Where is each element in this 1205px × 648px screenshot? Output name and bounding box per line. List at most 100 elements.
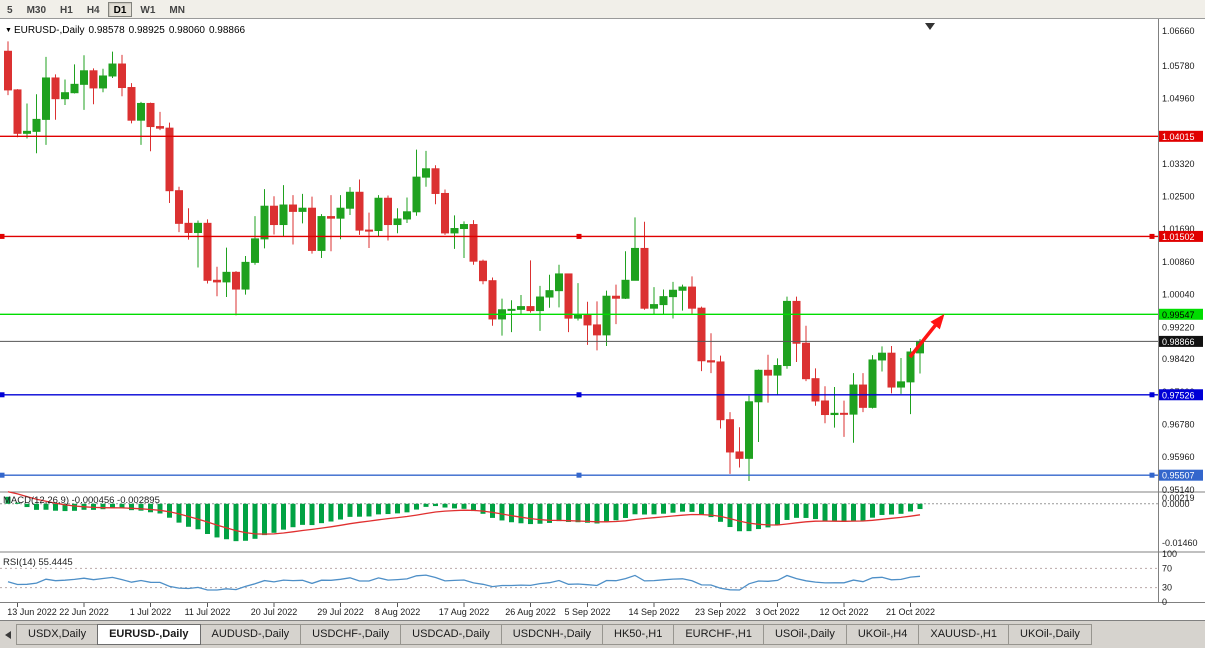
candle-body xyxy=(260,205,269,240)
price-axis-label: 1.06660 xyxy=(1162,26,1195,36)
time-axis[interactable]: 13 Jun 2022 22 Jun 2022 1 Jul 2022 11 Jul 2… xyxy=(7,603,935,617)
symbol-tabbar-tabs: USDX,Daily EURUSD-,Daily AUDUSD-,Daily USDC… xyxy=(16,624,1092,645)
tab-usdchf-daily[interactable]: USDCHF-,Daily xyxy=(300,624,402,645)
tab-scroll-left-icon[interactable] xyxy=(5,631,11,639)
line-handle[interactable] xyxy=(576,472,582,478)
candle-body xyxy=(308,207,316,251)
tab-eurusd-daily[interactable]: EURUSD-,Daily xyxy=(97,624,201,645)
tab-ukoil-daily[interactable]: UKOil-,Daily xyxy=(1008,624,1092,645)
candle-body xyxy=(374,197,383,232)
chart-window[interactable]: ▼ EURUSD-,Daily 0.98578 0.98925 0.98060 0.988… xyxy=(0,19,1205,620)
annotation-arrow[interactable] xyxy=(908,313,945,359)
timeframe-button-d1[interactable]: D1 xyxy=(107,1,133,17)
macd-label: MACD(12,26,9) -0.000456 -0.002895 xyxy=(3,495,160,506)
tab-usoil-daily[interactable]: USOil-,Daily xyxy=(762,624,847,645)
line-handle[interactable] xyxy=(0,472,5,478)
rsi-axis-label: 30 xyxy=(1162,583,1172,593)
candle-body xyxy=(878,352,886,361)
line-handle[interactable] xyxy=(576,392,582,398)
tab-usdx-daily[interactable]: USDX,Daily xyxy=(16,624,99,645)
tab-xauusd-h1[interactable]: XAUUSD-,H1 xyxy=(918,624,1009,645)
candle-body xyxy=(716,361,725,421)
price-axis-label: 0.95960 xyxy=(1162,452,1195,462)
date-label: 1 Jul 2022 xyxy=(130,607,172,617)
date-label: 8 Aug 2022 xyxy=(375,607,421,617)
svg-text:0.98866: 0.98866 xyxy=(1162,337,1195,347)
tab-audusd-daily[interactable]: AUDUSD-,Daily xyxy=(199,624,302,645)
price-axis-label: 0.96780 xyxy=(1162,419,1195,429)
candle-body xyxy=(593,324,601,336)
candle-body xyxy=(403,211,411,220)
ohlc-low: 0.98060 xyxy=(168,25,205,36)
candle-body xyxy=(355,191,364,231)
candle-body xyxy=(887,352,896,388)
timeframe-button-mn[interactable]: MN xyxy=(169,4,185,16)
tab-ukoil-h4[interactable]: UKOil-,H4 xyxy=(845,624,920,645)
tab-eurchf-h1[interactable]: EURCHF-,H1 xyxy=(673,624,764,645)
price-axis-label: 0.98420 xyxy=(1162,354,1195,364)
chart-title: ▼ EURUSD-,Daily 0.98578 0.98925 0.98060 0.988… xyxy=(5,25,245,36)
candle-body xyxy=(317,216,326,251)
date-label: 5 Sep 2022 xyxy=(564,607,610,617)
candle-body xyxy=(650,304,658,309)
candle-body xyxy=(830,412,839,416)
line-handle[interactable] xyxy=(1149,233,1155,239)
candle-body xyxy=(621,279,630,299)
price-badge: 1.04015 xyxy=(1159,130,1203,142)
timeframe-button-h1[interactable]: H1 xyxy=(60,4,73,16)
timeframe-toolbar: 5 M30 H1 H4 D1 W1 MN xyxy=(0,0,1205,19)
candle-body xyxy=(574,314,582,319)
tab-usdcnh-daily[interactable]: USDCNH-,Daily xyxy=(500,624,604,645)
tab-usdcad-daily[interactable]: USDCAD-,Daily xyxy=(400,624,502,645)
candle-body xyxy=(194,222,202,234)
candle-body xyxy=(422,168,430,178)
candle-body xyxy=(479,260,487,282)
candle-body xyxy=(175,190,183,224)
price-axis-label: 1.00040 xyxy=(1162,290,1195,300)
timeframe-button-5[interactable]: 5 xyxy=(7,4,13,16)
timeframe-button-w1[interactable]: W1 xyxy=(140,4,156,16)
price-axis-label: 1.01690 xyxy=(1162,224,1195,234)
chart-symbol-period: EURUSD-,Daily xyxy=(13,25,85,36)
candle-body xyxy=(365,229,373,232)
candlestick-series xyxy=(4,41,924,482)
date-label: 11 Jul 2022 xyxy=(185,607,231,617)
candle-body xyxy=(156,126,164,129)
line-handle[interactable] xyxy=(0,233,5,239)
price-axis-label: 1.02500 xyxy=(1162,192,1195,202)
candle-body xyxy=(488,280,497,320)
svg-text:0.97526: 0.97526 xyxy=(1162,390,1195,400)
candle-body xyxy=(441,192,449,234)
timeframe-button-h4[interactable]: H4 xyxy=(86,4,100,16)
chart-canvas[interactable]: 1.06660 1.05780 1.04960 1.03320 1.02500 1.016… xyxy=(0,19,1205,620)
candle-body xyxy=(51,77,60,100)
timeframe-button-m30[interactable]: M30 xyxy=(26,4,47,16)
collapse-triangle-icon[interactable]: ▼ xyxy=(5,27,12,34)
candle-body xyxy=(811,378,820,402)
candle-body xyxy=(697,307,706,362)
candle-body xyxy=(631,247,639,281)
line-handle[interactable] xyxy=(0,392,5,398)
line-handle[interactable] xyxy=(1149,472,1155,478)
candle-body xyxy=(99,75,107,89)
candle-body xyxy=(659,296,668,306)
price-badge: 1.01502 xyxy=(1159,230,1203,242)
line-handle[interactable] xyxy=(1149,392,1155,398)
candle-body xyxy=(707,360,715,363)
line-handle[interactable] xyxy=(576,233,582,239)
candle-body xyxy=(327,216,335,219)
price-axis-label: 1.00860 xyxy=(1162,257,1195,267)
tab-hk50-h1[interactable]: HK50-,H1 xyxy=(602,624,675,645)
candle-body xyxy=(450,228,459,234)
candle-body xyxy=(906,351,915,383)
price-axis-label: 0.95140 xyxy=(1162,485,1195,495)
candle-body xyxy=(146,102,155,128)
date-label: 22 Jun 2022 xyxy=(59,607,109,617)
candle-body xyxy=(849,384,858,415)
candle-body xyxy=(669,289,677,298)
price-axis-label: 0.99220 xyxy=(1162,322,1195,332)
candle-body xyxy=(802,342,810,380)
ohlc-high: 0.98925 xyxy=(128,25,165,36)
rsi-axis-label: 70 xyxy=(1162,563,1172,573)
candle-body xyxy=(127,87,136,121)
